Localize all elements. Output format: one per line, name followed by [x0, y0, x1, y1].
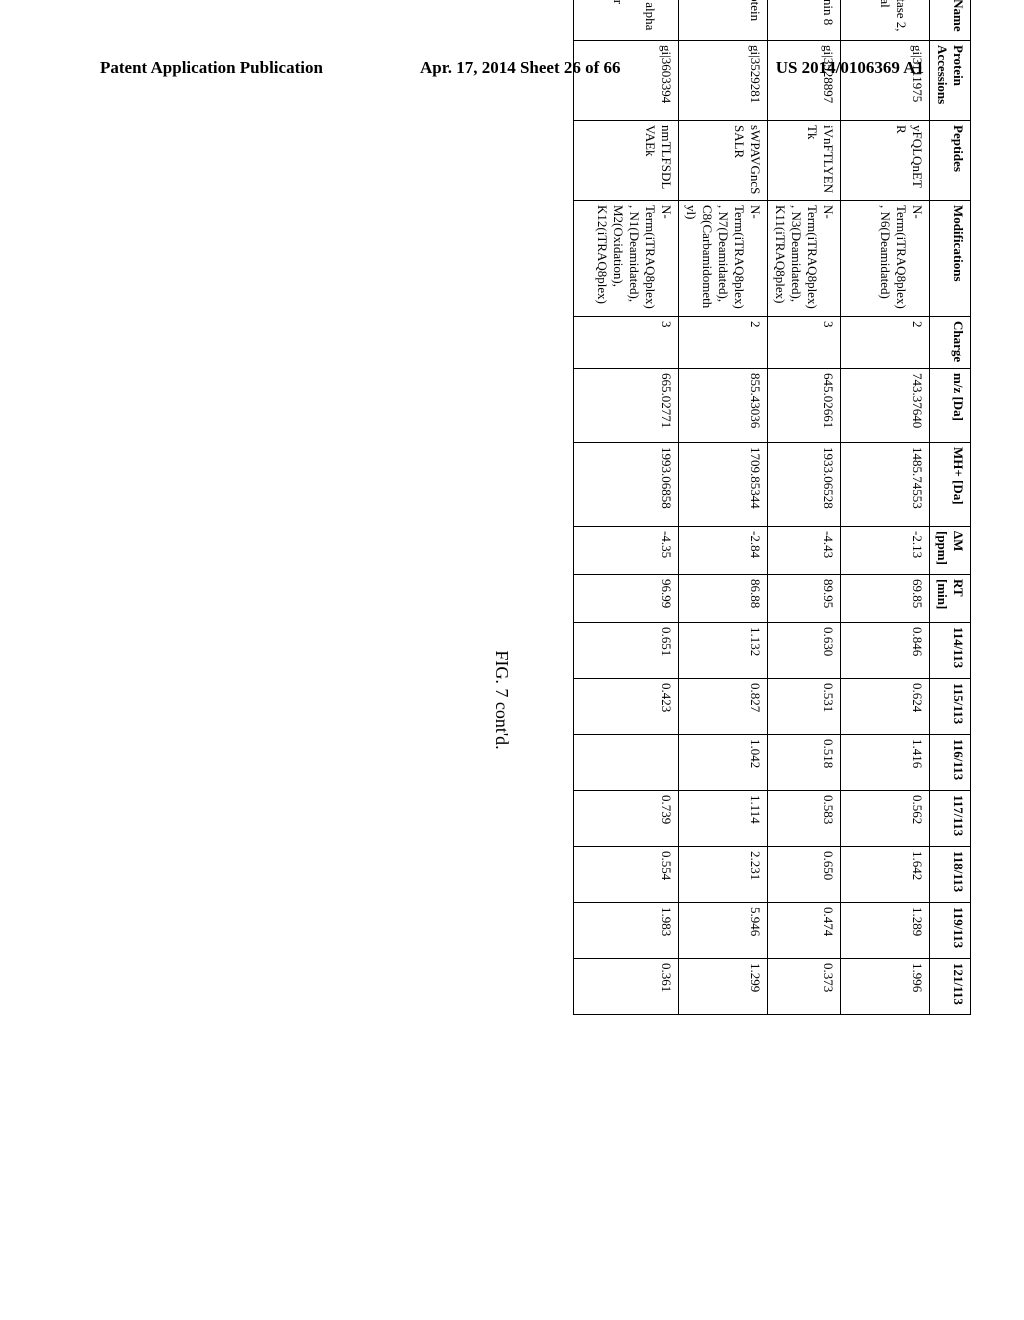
- cell-charge: 3: [574, 317, 679, 369]
- cell-mz: 855.43036: [679, 369, 768, 443]
- cell-r115: 0.624: [841, 679, 930, 735]
- cell-rt: 69.85: [841, 575, 930, 623]
- cell-r119: 1.983: [574, 903, 679, 959]
- table-row: HPX protein [Homo sapiens]gi|3529281sWPA…: [679, 0, 768, 1015]
- cell-dm: -2.13: [841, 527, 930, 575]
- cell-rt: 96.99: [574, 575, 679, 623]
- cell-r115: 0.531: [768, 679, 841, 735]
- table-body: Acid phosphatase 2, lysosomal [Homo sapi…: [574, 0, 930, 1015]
- cell-r114: 0.651: [574, 623, 679, 679]
- cell-charge: 3: [768, 317, 841, 369]
- cell-r115: 0.827: [679, 679, 768, 735]
- col-mz: m/z [Da]: [930, 369, 971, 443]
- cell-mz: 645.02661: [768, 369, 841, 443]
- cell-r116: [574, 735, 679, 791]
- cell-r116: 0.518: [768, 735, 841, 791]
- col-mh: MH+ [Da]: [930, 443, 971, 527]
- cell-acc: gi|3603394: [574, 41, 679, 121]
- col-protein-name: Protein Name: [930, 0, 971, 41]
- col-116: 116/113: [930, 735, 971, 791]
- cell-r118: 0.554: [574, 847, 679, 903]
- col-117: 117/113: [930, 791, 971, 847]
- cell-r114: 1.132: [679, 623, 768, 679]
- cell-r117: 0.739: [574, 791, 679, 847]
- cell-r118: 2.231: [679, 847, 768, 903]
- cell-r114: 0.630: [768, 623, 841, 679]
- cell-name: HPX protein [Homo sapiens]: [679, 0, 768, 41]
- cell-r116: 1.042: [679, 735, 768, 791]
- protein-data-table: Protein Name Protein Accessions Peptides…: [573, 0, 971, 1015]
- cell-r121: 0.373: [768, 959, 841, 1015]
- cell-mz: 743.37640: [841, 369, 930, 443]
- cell-name: type VI collagen alpha 2 chain precursor…: [574, 0, 679, 41]
- cell-r121: 0.361: [574, 959, 679, 1015]
- col-121: 121/113: [930, 959, 971, 1015]
- page-area: Protein Name Protein Accessions Peptides…: [80, 120, 944, 1240]
- cell-r116: 1.416: [841, 735, 930, 791]
- cell-mod: N-Term(iTRAQ8plex), N6(Deamidated): [841, 201, 930, 317]
- cell-r121: 1.996: [841, 959, 930, 1015]
- cell-dm: -4.35: [574, 527, 679, 575]
- table-row: Tetraspanin 8 [Homo sapiens]gi|3528897iV…: [768, 0, 841, 1015]
- cell-charge: 2: [841, 317, 930, 369]
- table-row: Acid phosphatase 2, lysosomal [Homo sapi…: [841, 0, 930, 1015]
- cell-charge: 2: [679, 317, 768, 369]
- table-header-row: Protein Name Protein Accessions Peptides…: [930, 0, 971, 1015]
- cell-r119: 1.289: [841, 903, 930, 959]
- col-peptides: Peptides: [930, 121, 971, 201]
- col-dm: ΔM [ppm]: [930, 527, 971, 575]
- col-118: 118/113: [930, 847, 971, 903]
- cell-rt: 86.88: [679, 575, 768, 623]
- cell-r114: 0.846: [841, 623, 930, 679]
- cell-name: Tetraspanin 8 [Homo sapiens]: [768, 0, 841, 41]
- cell-mod: N-Term(iTRAQ8plex), N3(Deamidated), K11(…: [768, 201, 841, 317]
- cell-mod: N-Term(iTRAQ8plex), N1(Deamidated), M2(O…: [574, 201, 679, 317]
- cell-rt: 89.95: [768, 575, 841, 623]
- cell-dm: -2.84: [679, 527, 768, 575]
- cell-r118: 1.642: [841, 847, 930, 903]
- col-modifications: Modifications: [930, 201, 971, 317]
- cell-acc: gi|3529281: [679, 41, 768, 121]
- cell-r117: 0.562: [841, 791, 930, 847]
- cell-r118: 0.650: [768, 847, 841, 903]
- cell-mz: 665.02771: [574, 369, 679, 443]
- figure-caption: FIG. 7 cont'd.: [491, 650, 512, 749]
- cell-mod: N-Term(iTRAQ8plex), N7(Deamidated), C8(C…: [679, 201, 768, 317]
- cell-dm: -4.43: [768, 527, 841, 575]
- cell-mh: 1993.06858: [574, 443, 679, 527]
- cell-mh: 1933.06528: [768, 443, 841, 527]
- cell-r119: 0.474: [768, 903, 841, 959]
- col-charge: Charge: [930, 317, 971, 369]
- col-rt: RT [min]: [930, 575, 971, 623]
- cell-mh: 1709.85344: [679, 443, 768, 527]
- cell-r115: 0.423: [574, 679, 679, 735]
- cell-acc: gi|3111975: [841, 41, 930, 121]
- col-119: 119/113: [930, 903, 971, 959]
- col-115: 115/113: [930, 679, 971, 735]
- cell-acc: gi|3528897: [768, 41, 841, 121]
- cell-r119: 5.946: [679, 903, 768, 959]
- cell-r117: 1.114: [679, 791, 768, 847]
- table-row: type VI collagen alpha 2 chain precursor…: [574, 0, 679, 1015]
- cell-r121: 1.299: [679, 959, 768, 1015]
- cell-mh: 1485.74553: [841, 443, 930, 527]
- cell-pep: iVnFTLYENTk: [768, 121, 841, 201]
- cell-pep: yFQLQnETR: [841, 121, 930, 201]
- cell-name: Acid phosphatase 2, lysosomal [Homo sapi…: [841, 0, 930, 41]
- header-left: Patent Application Publication: [100, 58, 323, 78]
- cell-pep: sWPAVGncSSALR: [679, 121, 768, 201]
- col-accessions: Protein Accessions: [930, 41, 971, 121]
- rotated-table: Protein Name Protein Accessions Peptides…: [431, 0, 971, 1010]
- cell-r117: 0.583: [768, 791, 841, 847]
- cell-pep: nmTLFSDLVAEk: [574, 121, 679, 201]
- col-114: 114/113: [930, 623, 971, 679]
